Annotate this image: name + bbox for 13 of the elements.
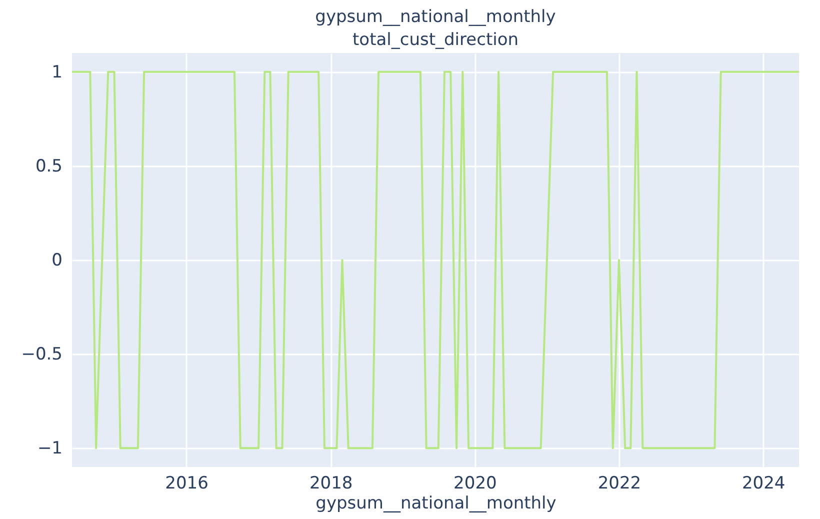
y-tick-label: 1 — [52, 62, 62, 82]
y-tick-label: 0.5 — [35, 156, 62, 176]
x-tick-label: 2020 — [454, 474, 497, 494]
chart-subtitle: total_cust_direction — [352, 30, 519, 50]
y-tick-label: −0.5 — [21, 344, 62, 365]
x-tick-label: 2016 — [165, 474, 208, 494]
x-tick-label: 2018 — [309, 474, 353, 494]
y-tick-label: −1 — [37, 438, 62, 459]
x-axis-title: gypsum__national__monthly — [316, 494, 556, 514]
y-tick-label: 0 — [52, 250, 62, 270]
chart-title: gypsum__national__monthly — [315, 7, 556, 27]
x-tick-label: 2022 — [598, 474, 642, 494]
x-tick-label: 2024 — [742, 474, 786, 494]
